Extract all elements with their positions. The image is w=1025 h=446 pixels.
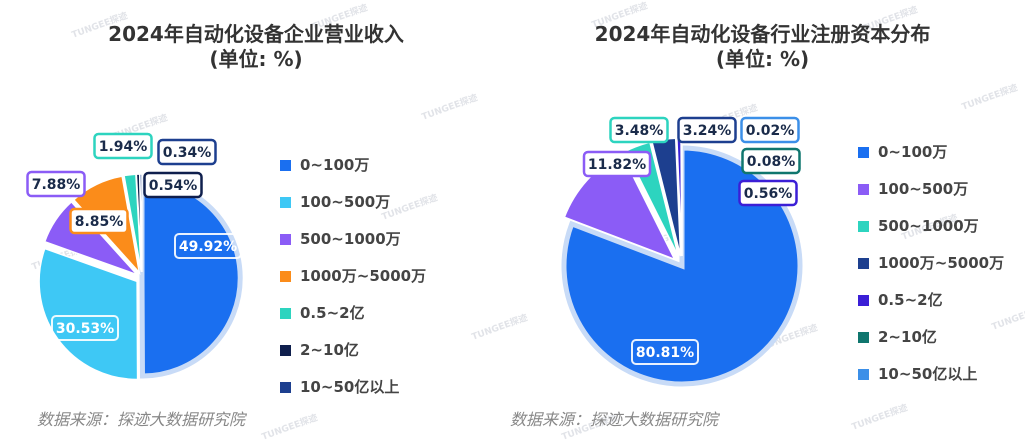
legend-label-1-2: 500~1000万 — [878, 217, 979, 235]
legend-label-1-4: 0.5~2亿 — [878, 291, 943, 309]
data-label-text-1-5: 0.08% — [747, 154, 796, 170]
data-label-text-0-6: 0.34% — [163, 145, 212, 161]
data-label-text-0-3: 8.85% — [75, 214, 124, 230]
legend-marker-1-6 — [858, 369, 869, 380]
data-label-box-0-5 — [143, 171, 203, 199]
pie-slice-0-2 — [43, 200, 138, 276]
legend-marker-1-0 — [858, 147, 869, 158]
legend-label-1-6: 10~50亿以上 — [878, 365, 977, 383]
legend-marker-0-6 — [280, 382, 291, 393]
data-label-box-0-2 — [26, 170, 86, 198]
data-label-1-5: 0.08% — [741, 147, 801, 175]
legend-label-1-5: 2~10亿 — [878, 328, 937, 346]
data-label-0-2: 7.88% — [26, 170, 86, 198]
data-label-text-0-1: 30.53% — [56, 321, 114, 337]
data-label-0-5: 0.54% — [143, 171, 203, 199]
data-label-text-1-0: 80.81% — [636, 345, 694, 361]
capital-chart-source: 数据来源：探迹大数据研究院 — [510, 410, 719, 429]
data-label-1-1: 11.82% — [582, 150, 652, 178]
data-label-text-0-5: 0.54% — [149, 178, 198, 194]
data-label-0-3: 8.85% — [69, 207, 129, 235]
data-label-0-1: 30.53% — [51, 315, 119, 341]
data-label-0-6: 0.34% — [157, 138, 217, 166]
capital-pie-chart: 80.81% 11.82% 3.48% 3.24% 0.56% 0.08% 0.02% 0~1… — [561, 116, 1004, 387]
legend-label-1-3: 1000万~5000万 — [878, 254, 1004, 272]
data-label-box-1-5 — [741, 147, 801, 175]
data-label-text-1-1: 11.82% — [588, 157, 646, 173]
legend-marker-0-4 — [280, 308, 291, 319]
data-label-1-2: 3.48% — [609, 116, 669, 144]
legend-marker-0-0 — [280, 160, 291, 171]
data-label-outline-1-0 — [631, 339, 699, 365]
data-label-text-1-2: 3.48% — [615, 123, 664, 139]
revenue-pie-chart: 49.92% 30.53% 7.88% 8.85% 1.94% 0.54% 0.34% 0~1… — [26, 132, 426, 396]
data-label-1-3: 3.24% — [677, 116, 737, 144]
data-label-1-0: 80.81% — [631, 339, 699, 365]
legend-marker-1-4 — [858, 295, 869, 306]
capital-chart-title: 2024年自动化设备行业注册资本分布 — [594, 22, 931, 46]
data-label-box-0-4 — [93, 132, 153, 160]
data-label-1-4: 0.56% — [738, 179, 798, 207]
capital-chart-unit: (单位: %) — [715, 47, 810, 71]
legend-marker-1-3 — [858, 258, 869, 269]
data-label-text-1-6: 0.02% — [746, 123, 795, 139]
legend-label-0-2: 500~1000万 — [300, 230, 401, 248]
legend-marker-0-5 — [280, 345, 291, 356]
legend-marker-1-2 — [858, 221, 869, 232]
data-label-0-0: 49.92% — [174, 233, 242, 259]
legend-label-0-0: 0~100万 — [300, 156, 369, 174]
data-label-box-1-6 — [740, 116, 800, 144]
revenue-chart-unit: (单位: %) — [209, 47, 303, 71]
legend-label-0-4: 0.5~2亿 — [300, 304, 365, 322]
data-label-text-1-4: 0.56% — [744, 186, 793, 202]
data-label-box-0-6 — [157, 138, 217, 166]
legend-marker-0-1 — [280, 197, 291, 208]
data-label-box-0-3 — [69, 207, 129, 235]
pie-slice-0-1 — [38, 247, 139, 381]
legend-label-1-0: 0~100万 — [878, 143, 947, 161]
data-label-0-4: 1.94% — [93, 132, 153, 160]
legend-marker-0-3 — [280, 271, 291, 282]
data-label-box-1-2 — [609, 116, 669, 144]
legend-marker-1-5 — [858, 332, 869, 343]
data-label-text-0-2: 7.88% — [32, 177, 81, 193]
data-label-text-1-3: 3.24% — [683, 123, 732, 139]
data-label-1-6: 0.02% — [740, 116, 800, 144]
capital-chart-panel: 2024年自动化设备行业注册资本分布 (单位: %) 80.81% 11.82% 3… — [500, 0, 1025, 446]
pie-slice-0-0 — [139, 177, 243, 379]
data-label-text-0-0: 49.92% — [179, 239, 237, 255]
data-label-outline-0-1 — [51, 315, 119, 341]
pie-slice-1-0 — [561, 145, 803, 387]
revenue-chart-panel: 2024年自动化设备企业营业收入 (单位: %) 49.92% 30.53% 7.8… — [0, 0, 512, 446]
revenue-chart-source: 数据来源：探迹大数据研究院 — [37, 410, 246, 429]
revenue-chart-title: 2024年自动化设备企业营业收入 — [108, 22, 404, 46]
legend-label-0-3: 1000万~5000万 — [300, 267, 426, 285]
data-label-text-0-4: 1.94% — [99, 139, 148, 155]
legend-label-0-5: 2~10亿 — [300, 341, 359, 359]
data-label-outline-0-0 — [174, 233, 242, 259]
legend-marker-0-2 — [280, 234, 291, 245]
legend-label-0-6: 10~50亿以上 — [300, 378, 399, 396]
legend-label-1-1: 100~500万 — [878, 180, 968, 198]
legend-label-0-1: 100~500万 — [300, 193, 390, 211]
data-label-box-1-4 — [738, 179, 798, 207]
pie-slice-0-6 — [139, 173, 143, 273]
data-label-box-1-3 — [677, 116, 737, 144]
data-label-box-1-1 — [582, 150, 652, 178]
legend-marker-1-1 — [858, 184, 869, 195]
